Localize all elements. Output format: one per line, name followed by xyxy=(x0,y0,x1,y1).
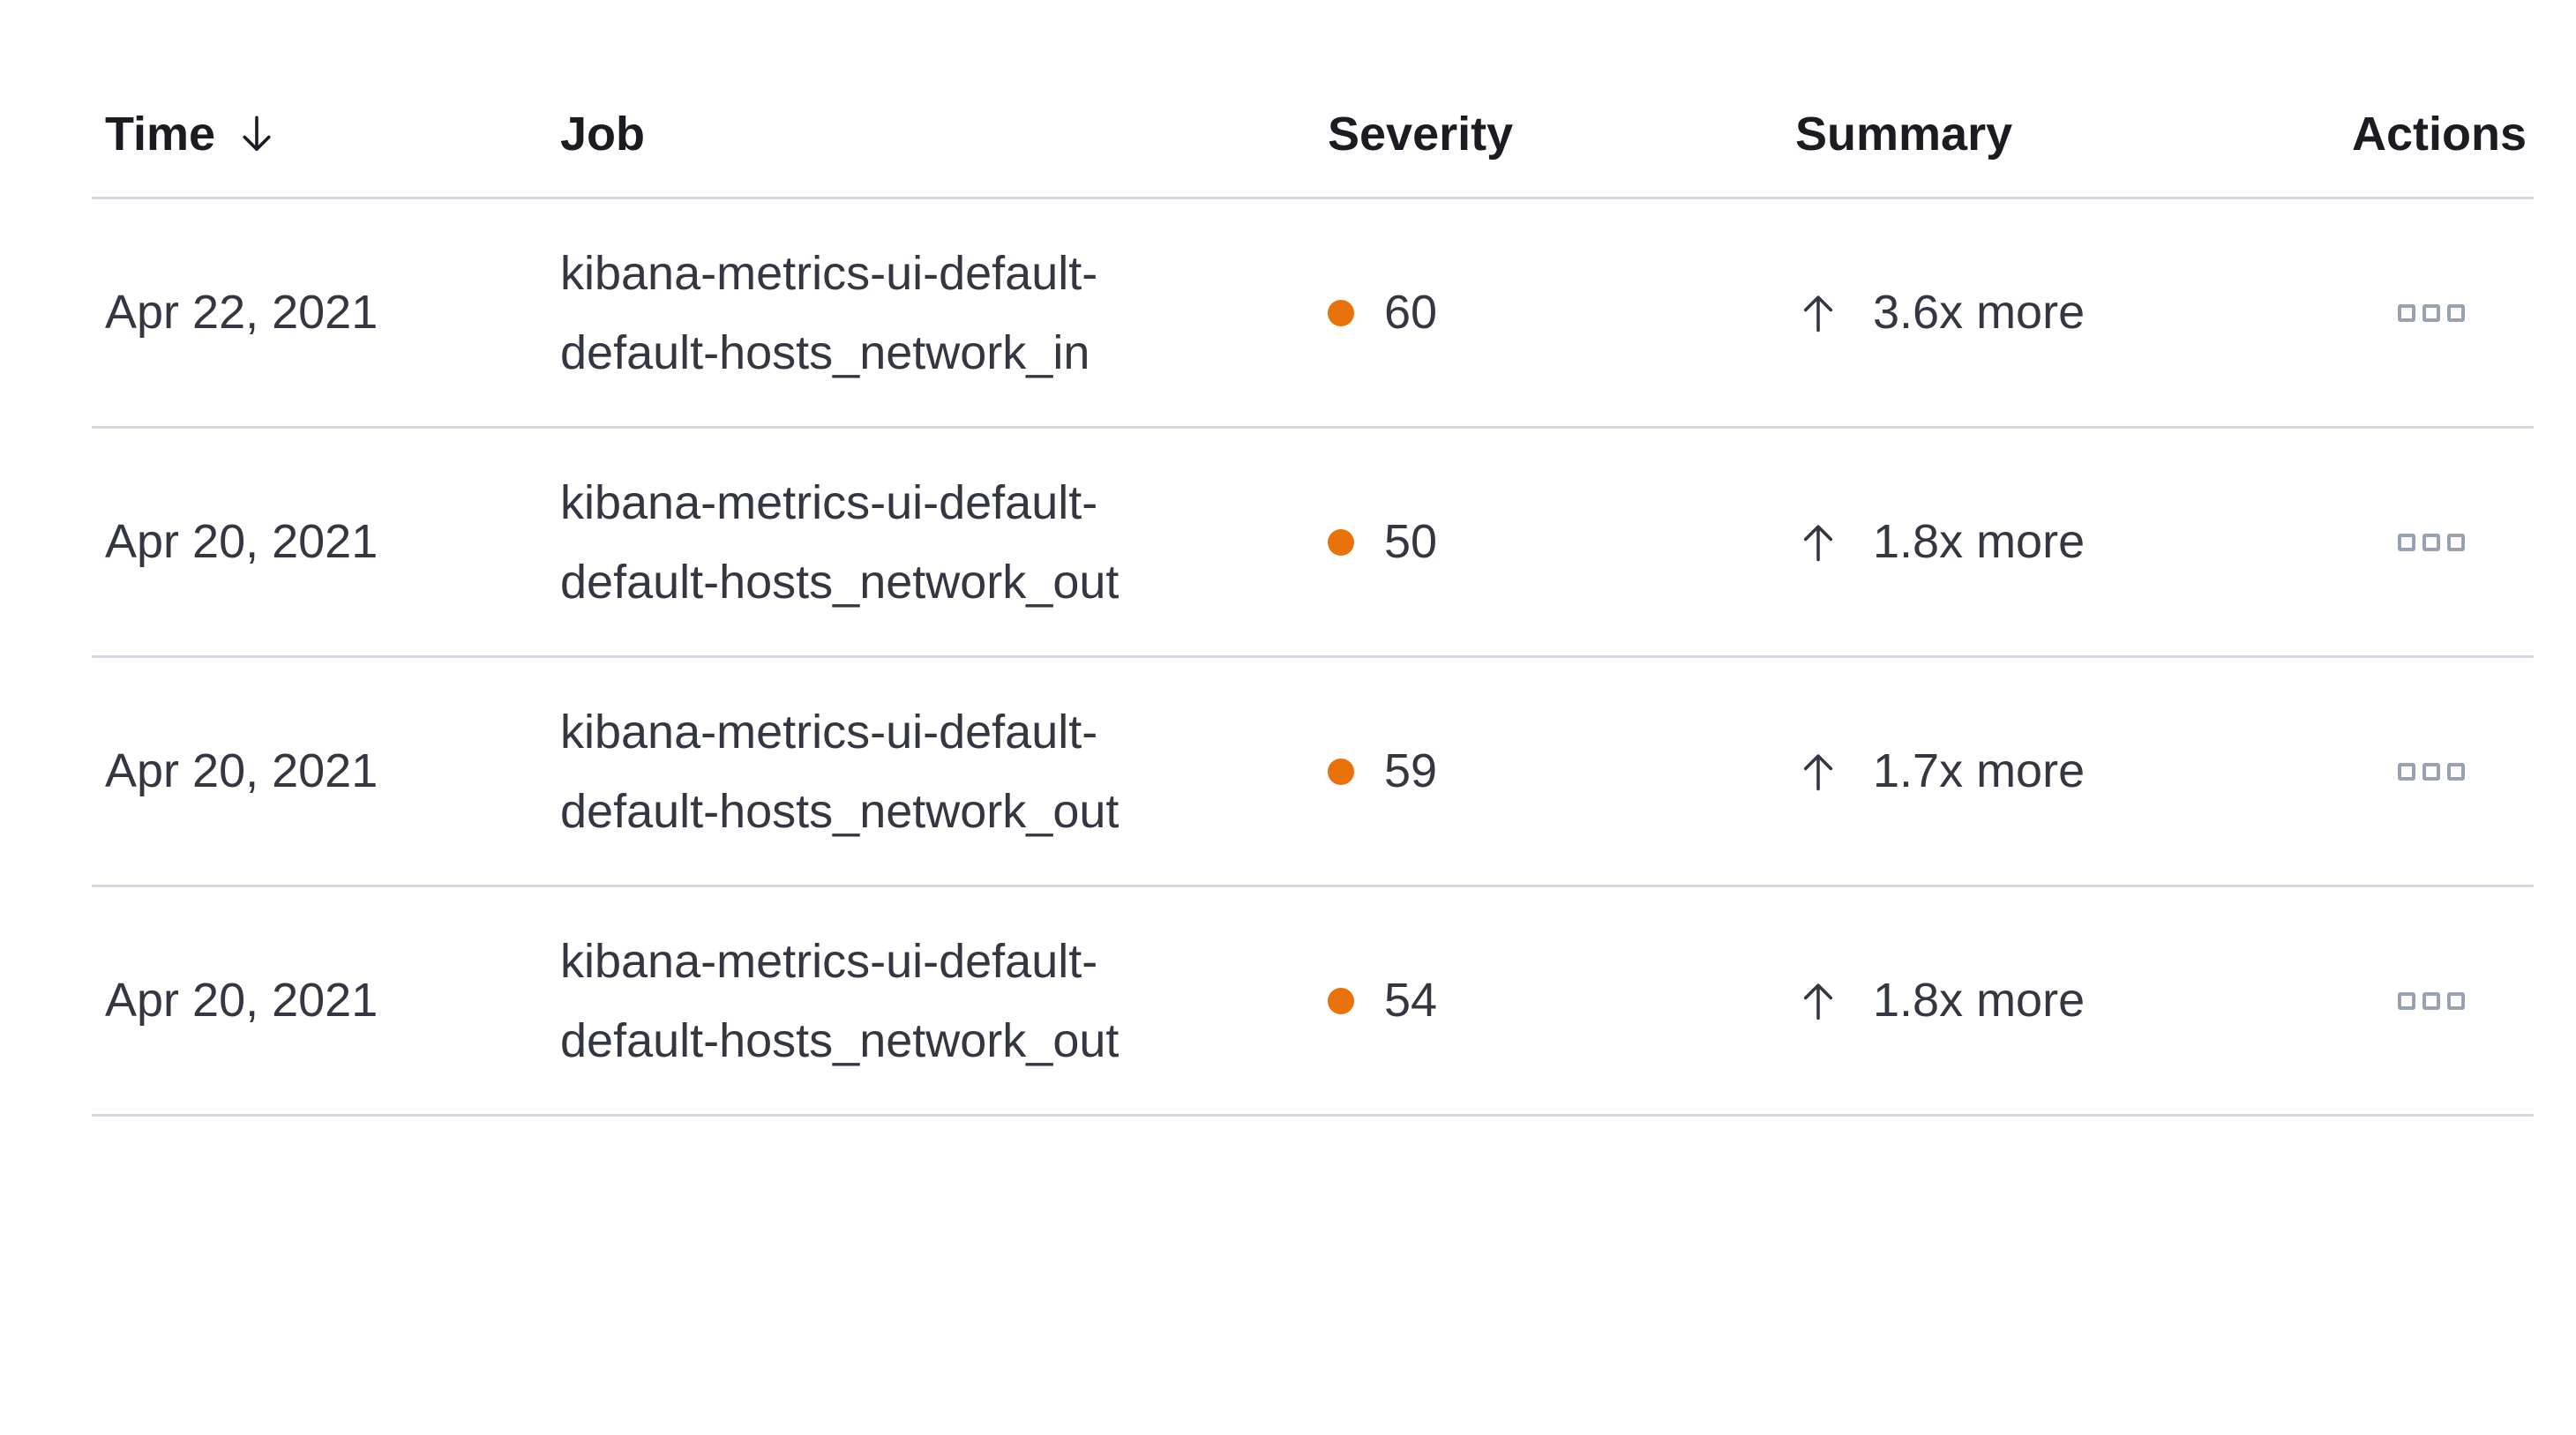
actions-cell xyxy=(2329,762,2534,781)
column-header-actions: Actions xyxy=(2329,107,2534,197)
column-header-time-label: Time xyxy=(105,107,216,161)
table-row: Apr 20, 2021 kibana-metrics-ui-default-d… xyxy=(92,429,2534,658)
column-header-summary: Summary xyxy=(1782,107,2329,197)
time-cell: Apr 20, 2021 xyxy=(92,969,547,1031)
job-name: kibana-metrics-ui-default-default-hosts_… xyxy=(560,246,1098,379)
job-name: kibana-metrics-ui-default-default-hosts_… xyxy=(560,934,1120,1067)
table-row: Apr 22, 2021 kibana-metrics-ui-default-d… xyxy=(92,199,2534,429)
arrow-up-icon xyxy=(1803,524,1833,561)
time-value: Apr 20, 2021 xyxy=(105,744,378,798)
job-name: kibana-metrics-ui-default-default-hosts_… xyxy=(560,705,1120,838)
job-cell: kibana-metrics-ui-default-default-hosts_… xyxy=(547,692,1314,851)
job-cell: kibana-metrics-ui-default-default-hosts_… xyxy=(547,922,1314,1080)
column-header-severity: Severity xyxy=(1314,107,1782,197)
summary-text: 1.8x more xyxy=(1873,515,2086,569)
severity-score: 54 xyxy=(1384,974,1438,1028)
severity-cell: 54 xyxy=(1314,969,1782,1031)
table-row: Apr 20, 2021 kibana-metrics-ui-default-d… xyxy=(92,887,2534,1117)
column-header-job-label: Job xyxy=(560,107,646,161)
severity-score: 59 xyxy=(1384,744,1438,798)
severity-cell: 60 xyxy=(1314,281,1782,343)
actions-cell xyxy=(2329,991,2534,1010)
column-header-severity-label: Severity xyxy=(1328,107,1514,161)
time-value: Apr 22, 2021 xyxy=(105,286,378,340)
column-header-summary-label: Summary xyxy=(1795,107,2013,161)
job-cell: kibana-metrics-ui-default-default-hosts_… xyxy=(547,463,1314,622)
boxes-horizontal-icon xyxy=(2398,533,2415,551)
arrow-up-icon xyxy=(1803,295,1833,332)
severity-dot-icon xyxy=(1328,758,1354,785)
table-header-row: Time Job Severity Summary Actions xyxy=(92,0,2534,199)
severity-dot-icon xyxy=(1328,528,1354,556)
severity-score: 50 xyxy=(1384,515,1438,569)
summary-cell: 3.6x more xyxy=(1782,281,2329,343)
anomalies-table: Time Job Severity Summary Actions Apr 22… xyxy=(92,0,2534,1117)
summary-cell: 1.8x more xyxy=(1782,969,2329,1031)
column-header-time[interactable]: Time xyxy=(92,107,547,197)
time-cell: Apr 20, 2021 xyxy=(92,740,547,802)
summary-text: 1.7x more xyxy=(1873,744,2086,798)
severity-cell: 59 xyxy=(1314,740,1782,802)
table-row: Apr 20, 2021 kibana-metrics-ui-default-d… xyxy=(92,658,2534,887)
job-cell: kibana-metrics-ui-default-default-hosts_… xyxy=(547,234,1314,392)
time-cell: Apr 20, 2021 xyxy=(92,511,547,572)
column-header-job: Job xyxy=(547,107,1314,197)
actions-cell xyxy=(2329,533,2534,551)
severity-score: 60 xyxy=(1384,286,1438,340)
summary-cell: 1.7x more xyxy=(1782,740,2329,802)
arrow-up-icon xyxy=(1803,753,1833,790)
job-name: kibana-metrics-ui-default-default-hosts_… xyxy=(560,475,1120,609)
severity-dot-icon xyxy=(1328,299,1354,326)
arrow-up-icon xyxy=(1803,983,1833,1020)
row-actions-button[interactable] xyxy=(2398,533,2465,551)
row-actions-button[interactable] xyxy=(2398,762,2465,781)
actions-cell xyxy=(2329,303,2534,322)
summary-text: 3.6x more xyxy=(1873,286,2086,340)
row-actions-button[interactable] xyxy=(2398,991,2465,1010)
sort-descending-icon xyxy=(243,116,271,151)
severity-cell: 50 xyxy=(1314,511,1782,572)
column-header-actions-label: Actions xyxy=(2351,107,2527,161)
summary-cell: 1.8x more xyxy=(1782,511,2329,572)
time-value: Apr 20, 2021 xyxy=(105,515,378,569)
time-value: Apr 20, 2021 xyxy=(105,974,378,1028)
time-cell: Apr 22, 2021 xyxy=(92,281,547,343)
boxes-horizontal-icon xyxy=(2398,762,2415,781)
severity-dot-icon xyxy=(1328,987,1354,1014)
summary-text: 1.8x more xyxy=(1873,974,2086,1028)
row-actions-button[interactable] xyxy=(2398,303,2465,322)
boxes-horizontal-icon xyxy=(2398,991,2415,1010)
boxes-horizontal-icon xyxy=(2398,303,2415,322)
